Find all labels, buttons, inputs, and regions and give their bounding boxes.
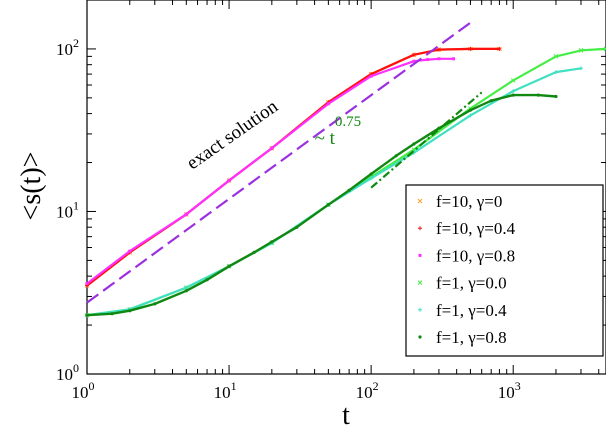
data-point — [511, 93, 515, 97]
series-2 — [85, 57, 456, 286]
data-point — [511, 89, 516, 94]
legend-marker — [418, 253, 422, 257]
data-point — [497, 46, 502, 51]
data-point — [369, 74, 373, 78]
data-point — [426, 58, 430, 62]
data-point — [85, 313, 89, 317]
data-point — [394, 154, 398, 158]
data-point — [369, 172, 373, 176]
legend-marker — [417, 280, 423, 285]
x-tick-label: 102 — [356, 379, 379, 402]
data-point — [252, 250, 256, 254]
data-point — [436, 47, 441, 52]
legend-label: f=10, γ=0.4 — [436, 219, 516, 238]
data-point — [553, 70, 558, 75]
data-point — [184, 289, 188, 293]
data-point — [184, 285, 189, 290]
data-point — [468, 108, 473, 112]
series-layer — [84, 46, 606, 318]
data-point — [411, 52, 416, 57]
data-point — [412, 142, 416, 146]
y-axis-label: <s(t)> — [16, 152, 47, 221]
legend-marker — [417, 198, 423, 204]
legend-label: f=10, γ=0.8 — [436, 246, 515, 265]
data-point — [227, 179, 231, 183]
x-tick-label: 100 — [72, 379, 95, 402]
data-point-stroke — [553, 54, 559, 59]
legend-label: f=1, γ=0.4 — [436, 301, 507, 320]
data-point — [295, 225, 299, 229]
data-point-stroke — [578, 48, 584, 53]
data-point — [270, 240, 274, 244]
data-point — [468, 46, 473, 51]
data-point — [184, 212, 188, 216]
data-point — [578, 66, 583, 71]
data-point — [128, 249, 132, 253]
legend-marker-stroke — [417, 280, 423, 285]
data-point — [489, 99, 493, 103]
data-point — [326, 102, 330, 106]
legend-marker — [418, 335, 422, 339]
data-point — [110, 312, 114, 316]
x-axis-label: t — [342, 400, 350, 431]
legend: f=10, γ=0 f=10, γ=0.4 f=10, γ=0.8 f=1, γ=0.… — [405, 184, 604, 357]
data-point — [369, 176, 374, 181]
data-point — [452, 57, 456, 61]
data-point-stroke — [603, 48, 606, 52]
data-point — [326, 203, 330, 207]
power-law-annotation: ~ t0.75 — [315, 114, 362, 149]
data-point — [227, 264, 231, 268]
legend-box — [405, 184, 604, 357]
legend-label: f=10, γ=0 — [436, 192, 502, 211]
data-point — [510, 78, 516, 83]
data-point — [270, 146, 274, 150]
data-point — [412, 59, 416, 63]
data-point — [578, 48, 584, 53]
x-tick-label: 101 — [214, 379, 237, 402]
data-point — [85, 282, 89, 286]
data-point-stroke — [603, 46, 606, 50]
data-point-stroke — [510, 78, 516, 83]
y-tick-label: 102 — [56, 36, 79, 59]
legend-marker — [418, 307, 422, 312]
legend-marker-stroke — [417, 198, 423, 204]
data-point — [554, 94, 558, 99]
data-point — [536, 93, 540, 97]
tick-labels: 100 101 102 103 100 101 102 — [56, 36, 521, 402]
data-point — [347, 188, 351, 192]
legend-label: f=1, γ=0.8 — [436, 328, 507, 347]
legend-label: f=1, γ=0.0 — [436, 274, 507, 293]
legend-marker — [418, 226, 422, 231]
data-point — [205, 278, 209, 282]
data-point — [553, 54, 559, 59]
data-point — [603, 46, 606, 52]
y-tick-label: 101 — [56, 198, 79, 221]
y-tick-label: 100 — [56, 361, 79, 384]
data-point — [128, 309, 132, 313]
x-tick-label: 103 — [498, 379, 521, 402]
data-point — [437, 57, 441, 61]
data-point — [153, 302, 157, 306]
data-point — [468, 113, 473, 118]
